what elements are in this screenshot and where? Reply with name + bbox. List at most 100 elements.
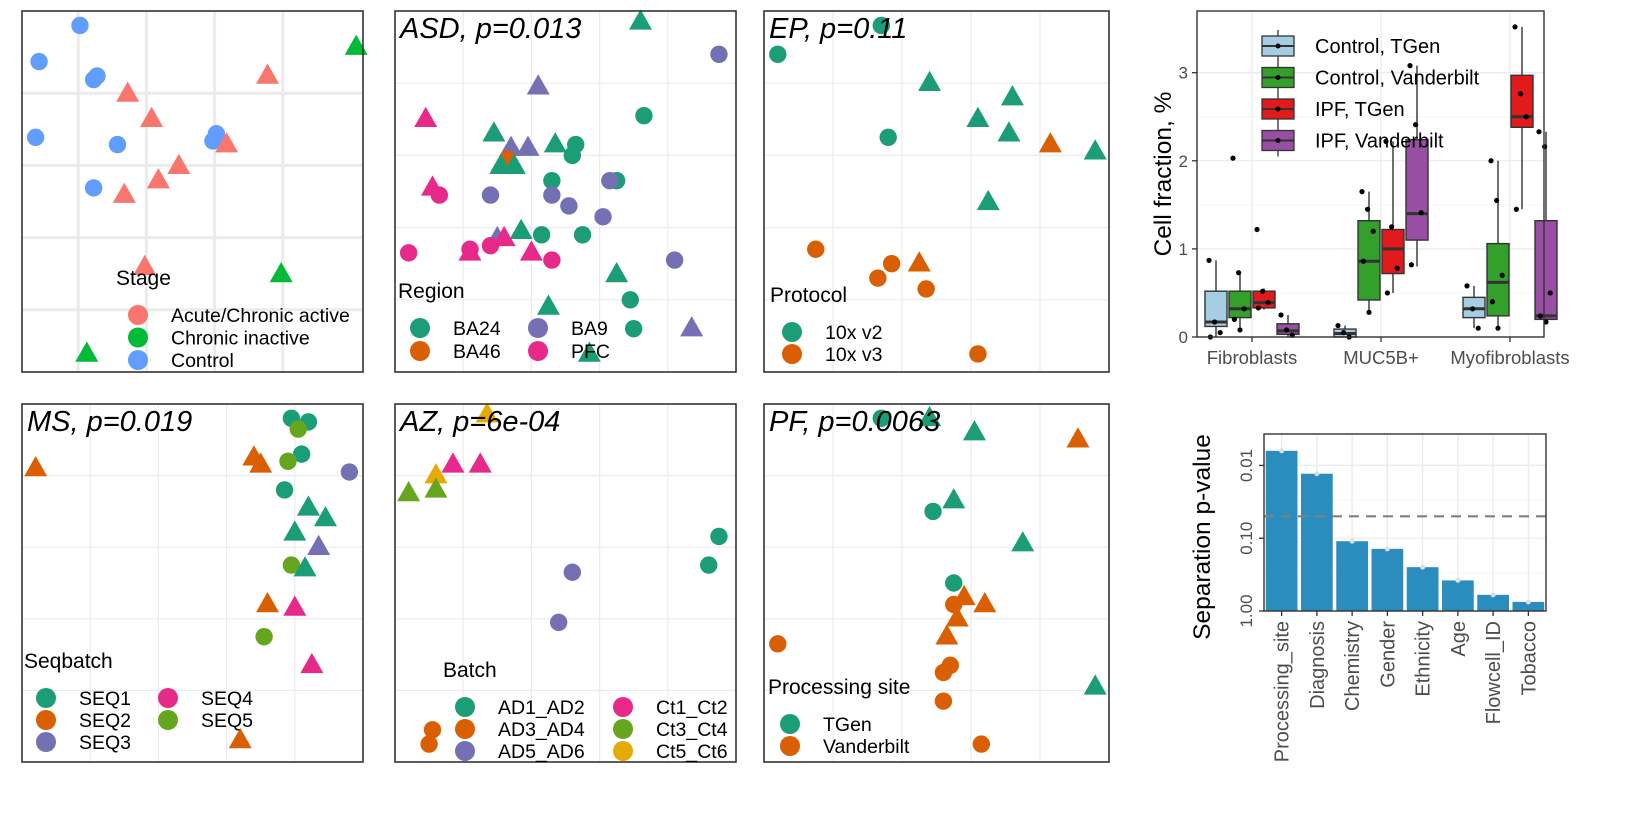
data-point bbox=[502, 153, 526, 174]
legend-label: SEQ3 bbox=[79, 732, 131, 754]
legend-title: Seqbatch bbox=[24, 650, 113, 673]
data-point bbox=[625, 319, 643, 338]
legend-key bbox=[455, 697, 475, 717]
x-tick-label: Chemistry bbox=[1342, 621, 1364, 711]
legend-key-point bbox=[1275, 75, 1281, 80]
data-point bbox=[84, 179, 103, 197]
box-point bbox=[1341, 329, 1347, 336]
legend-label: 10x v2 bbox=[825, 322, 882, 344]
panel-border bbox=[763, 403, 1110, 763]
data-point bbox=[313, 506, 337, 527]
box-point bbox=[1278, 312, 1284, 318]
y-tick-label: 3 bbox=[1179, 64, 1188, 83]
data-point bbox=[665, 251, 684, 269]
data-point bbox=[918, 70, 942, 91]
legend-label: Ct3_Ct4 bbox=[656, 719, 728, 741]
box bbox=[1405, 138, 1429, 241]
legend-label: Control, Vanderbilt bbox=[1315, 68, 1480, 90]
x-tick-label: Ethnicity bbox=[1413, 621, 1435, 697]
y-tick-label: 2 bbox=[1179, 152, 1188, 171]
legend-title: Stage bbox=[116, 267, 171, 290]
y-axis-label: Separation p-value bbox=[1189, 434, 1216, 640]
data-point bbox=[283, 595, 307, 616]
data-point bbox=[430, 186, 449, 204]
bar-point bbox=[1525, 599, 1531, 605]
panel-border bbox=[1263, 433, 1547, 612]
box-point bbox=[1389, 224, 1395, 230]
box-point bbox=[1265, 300, 1271, 306]
box-point bbox=[1365, 206, 1371, 212]
box-point bbox=[1217, 329, 1223, 336]
y-tick-label: 0 bbox=[1179, 328, 1188, 347]
data-point bbox=[1083, 674, 1107, 695]
data-point bbox=[543, 251, 561, 269]
data-point bbox=[924, 502, 942, 521]
box-point bbox=[1494, 197, 1500, 204]
data-point bbox=[945, 574, 963, 592]
bar-point bbox=[1420, 564, 1426, 570]
data-point bbox=[112, 182, 136, 203]
data-point bbox=[282, 556, 301, 574]
y-tick-label: 0.10 bbox=[1237, 522, 1256, 555]
legend-key-point bbox=[1275, 43, 1281, 49]
data-point bbox=[976, 189, 1000, 211]
box bbox=[1228, 290, 1252, 319]
data-point bbox=[934, 692, 953, 710]
legend-key-point bbox=[1275, 138, 1281, 143]
box-point bbox=[1255, 305, 1261, 311]
data-point bbox=[116, 81, 140, 102]
legend-label: Acute/Chronic active bbox=[171, 305, 350, 327]
x-tick-label: Diagnosis bbox=[1307, 621, 1329, 709]
x-tick-label: Myofibroblasts bbox=[1450, 347, 1569, 368]
box-point bbox=[1408, 262, 1414, 268]
box-point bbox=[1413, 122, 1419, 128]
legend-key bbox=[455, 741, 475, 761]
data-point bbox=[1011, 531, 1035, 552]
data-point bbox=[24, 455, 48, 477]
data-point bbox=[249, 452, 273, 473]
legend-label: Control, TGen bbox=[1315, 36, 1440, 58]
box bbox=[1252, 290, 1276, 309]
legend-label: AD5_AD6 bbox=[498, 741, 585, 763]
legend-label: BA46 bbox=[453, 341, 501, 363]
x-tick-label: Tobacco bbox=[1518, 621, 1540, 696]
data-point bbox=[917, 280, 935, 298]
data-point bbox=[296, 495, 320, 516]
data-point bbox=[966, 106, 990, 128]
data-point bbox=[934, 663, 953, 682]
scatter-panel-6: PF, p=0.0063 Processing site TGenVanderbil… bbox=[763, 403, 1110, 763]
panel-background bbox=[764, 404, 1109, 762]
data-point bbox=[481, 186, 500, 204]
bar-point bbox=[1384, 546, 1390, 552]
box-point bbox=[1536, 129, 1542, 135]
legend-label: BA9 bbox=[571, 318, 608, 340]
data-point bbox=[458, 240, 482, 261]
data-point bbox=[1000, 85, 1024, 106]
bar bbox=[1406, 567, 1439, 611]
data-point bbox=[26, 128, 45, 147]
box-point bbox=[1537, 313, 1543, 319]
legend-title: Region bbox=[398, 280, 465, 303]
legend-key bbox=[780, 736, 800, 756]
data-point bbox=[293, 556, 317, 577]
legend-title: Protocol bbox=[770, 284, 847, 307]
data-point bbox=[300, 652, 324, 674]
panel-border bbox=[763, 10, 1110, 373]
data-point bbox=[167, 153, 191, 174]
data-point bbox=[577, 341, 601, 362]
box-point bbox=[1241, 306, 1247, 312]
data-point bbox=[289, 420, 307, 438]
bar bbox=[1442, 580, 1474, 611]
box-point bbox=[1237, 327, 1243, 333]
data-point bbox=[872, 16, 890, 35]
data-point bbox=[969, 345, 987, 363]
x-tick-label: Gender bbox=[1377, 621, 1399, 688]
box-point bbox=[1547, 290, 1553, 296]
data-point bbox=[292, 445, 311, 463]
legend-key bbox=[780, 714, 800, 734]
panel-title: MS, p=0.019 bbox=[27, 406, 192, 438]
bar-point bbox=[1314, 471, 1320, 477]
box-point bbox=[1212, 319, 1218, 325]
legend-key bbox=[782, 344, 802, 364]
